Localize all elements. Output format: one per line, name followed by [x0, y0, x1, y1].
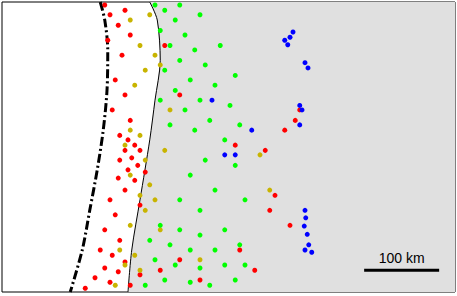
- svg-text:100 km: 100 km: [379, 250, 425, 266]
